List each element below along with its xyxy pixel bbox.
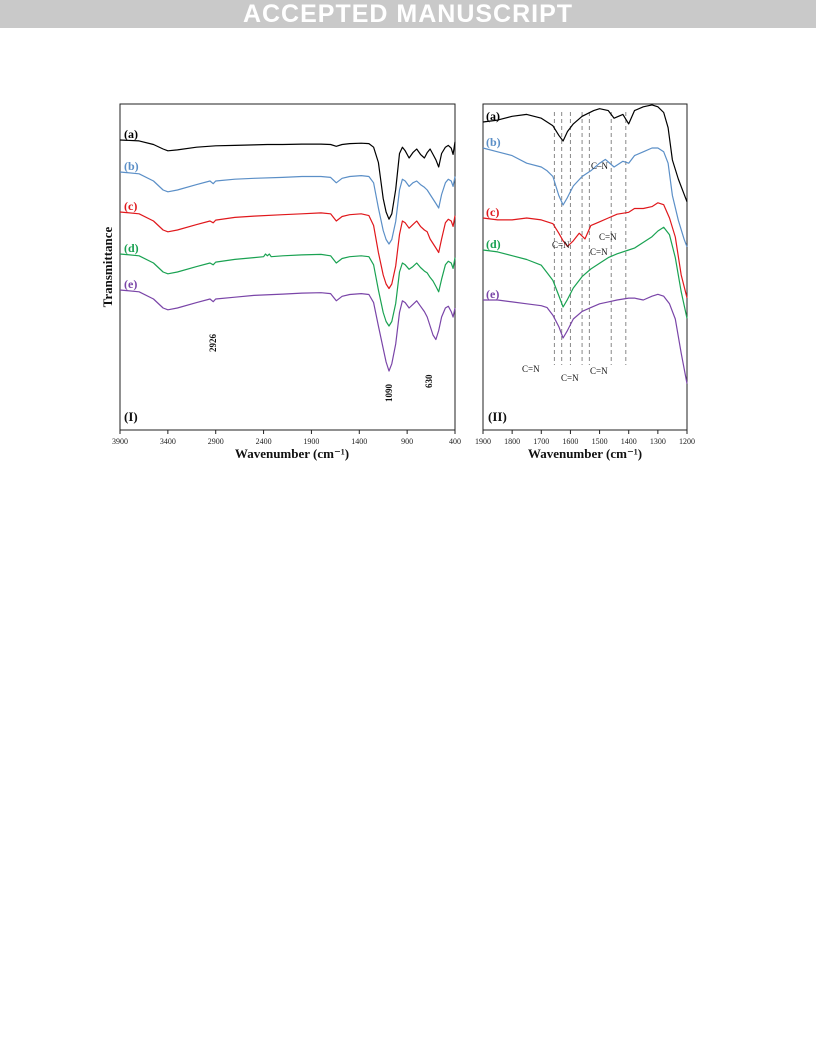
panel-1-series-label-c: (c) — [124, 199, 137, 213]
panel-1-series-line-c — [119, 211, 456, 290]
panel-2-series-label-e: (e) — [486, 287, 499, 301]
panel-1-tick-label: 900 — [401, 437, 413, 446]
panel-2-series-line-d — [482, 226, 688, 319]
panel-2-tick-label: 1800 — [504, 437, 520, 446]
panel-1-y-axis-label: Transmittance — [100, 226, 115, 307]
panel-1-tick-label: 2400 — [256, 437, 272, 446]
panel-1-annotations: 2926 1090 630 — [208, 334, 434, 403]
bond-annotation: C=N — [561, 373, 579, 383]
panel-1-tick-label: 1900 — [303, 437, 319, 446]
panel-2-tick-label: 1500 — [592, 437, 608, 446]
bond-annotation: C=N — [590, 366, 608, 376]
panel-1-tick-label: 3400 — [160, 437, 176, 446]
panel-2-series-line-c — [482, 202, 688, 298]
panel-1-label: (I) — [124, 409, 138, 424]
panel-1-series-label-b: (b) — [124, 159, 139, 173]
panel-2-series-line-a — [482, 104, 688, 203]
banner-text: ACCEPTED MANUSCRIPT — [242, 0, 574, 28]
panel-2-tick-label: 1200 — [679, 437, 695, 446]
panel-2-x-axis-label: Wavenumber (cm⁻¹) — [528, 446, 642, 461]
panel-1-x-ticks: 3900 3400 2900 2400 1900 1400 900 400 — [112, 430, 461, 446]
panel-2-series-label-d: (d) — [486, 237, 501, 251]
panel-2-dashed-lines — [553, 112, 627, 365]
panel-2-tick-label: 1700 — [533, 437, 549, 446]
panel-1-series-line-b — [119, 171, 456, 245]
panel-1-series-label-a: (a) — [124, 127, 138, 141]
panel-2-series-line-e — [483, 293, 688, 384]
panel-2-series-labels: (a) (b) (c) (d) (e) — [486, 109, 501, 301]
panel-2-series-label-a: (a) — [486, 109, 500, 123]
panel-1-frame — [119, 103, 456, 431]
peak-annotation-1090: 1090 — [384, 384, 394, 403]
panel-1-series-labels: (a) (b) (c) (d) (e) — [124, 127, 139, 291]
peak-annotation-2926: 2926 — [208, 334, 218, 353]
bond-annotation: C–N — [591, 161, 609, 171]
panel-1-tick-label: 1400 — [351, 437, 367, 446]
panel-1-tick-label: 3900 — [112, 437, 128, 446]
bond-annotation: C=N — [522, 364, 540, 374]
panel-2-series-line-b — [482, 147, 688, 248]
panel-2-tick-label: 1600 — [562, 437, 578, 446]
panel-1-series-line-a — [119, 139, 456, 220]
panel-2-label: (II) — [488, 409, 507, 424]
panel-1-series — [119, 139, 456, 372]
panel-1-series-label-e: (e) — [124, 277, 137, 291]
panel-1-tick-label: 2900 — [208, 437, 224, 446]
panel-2-series — [482, 104, 688, 384]
panel-2-tick-label: 1300 — [650, 437, 666, 446]
bond-annotation: C=N — [552, 240, 570, 250]
bond-annotation: C=N — [599, 232, 617, 242]
panel-1-tick-label: 400 — [449, 437, 461, 446]
bond-annotation: C=N — [590, 247, 608, 257]
panel-2-frame — [482, 103, 688, 431]
panel-2-tick-label: 1400 — [621, 437, 637, 446]
panel-1-x-axis-label: Wavenumber (cm⁻¹) — [235, 446, 349, 461]
panel-2-series-label-b: (b) — [486, 135, 501, 149]
peak-annotation-630: 630 — [424, 374, 434, 388]
panel-2-annotations: C–N C=N C=N C=N C=N C=N C=N — [522, 161, 617, 383]
panel-2-tick-label: 1900 — [475, 437, 491, 446]
panel-2-series-label-c: (c) — [486, 205, 499, 219]
manuscript-banner: ACCEPTED MANUSCRIPT — [0, 0, 816, 28]
panel-1-series-line-d — [119, 253, 456, 327]
panel-2-x-ticks: 1900 1800 1700 1600 1500 1400 1300 1200 — [475, 430, 695, 446]
panel-1-series-line-e — [119, 289, 456, 372]
panel-1-series-label-d: (d) — [124, 241, 139, 255]
